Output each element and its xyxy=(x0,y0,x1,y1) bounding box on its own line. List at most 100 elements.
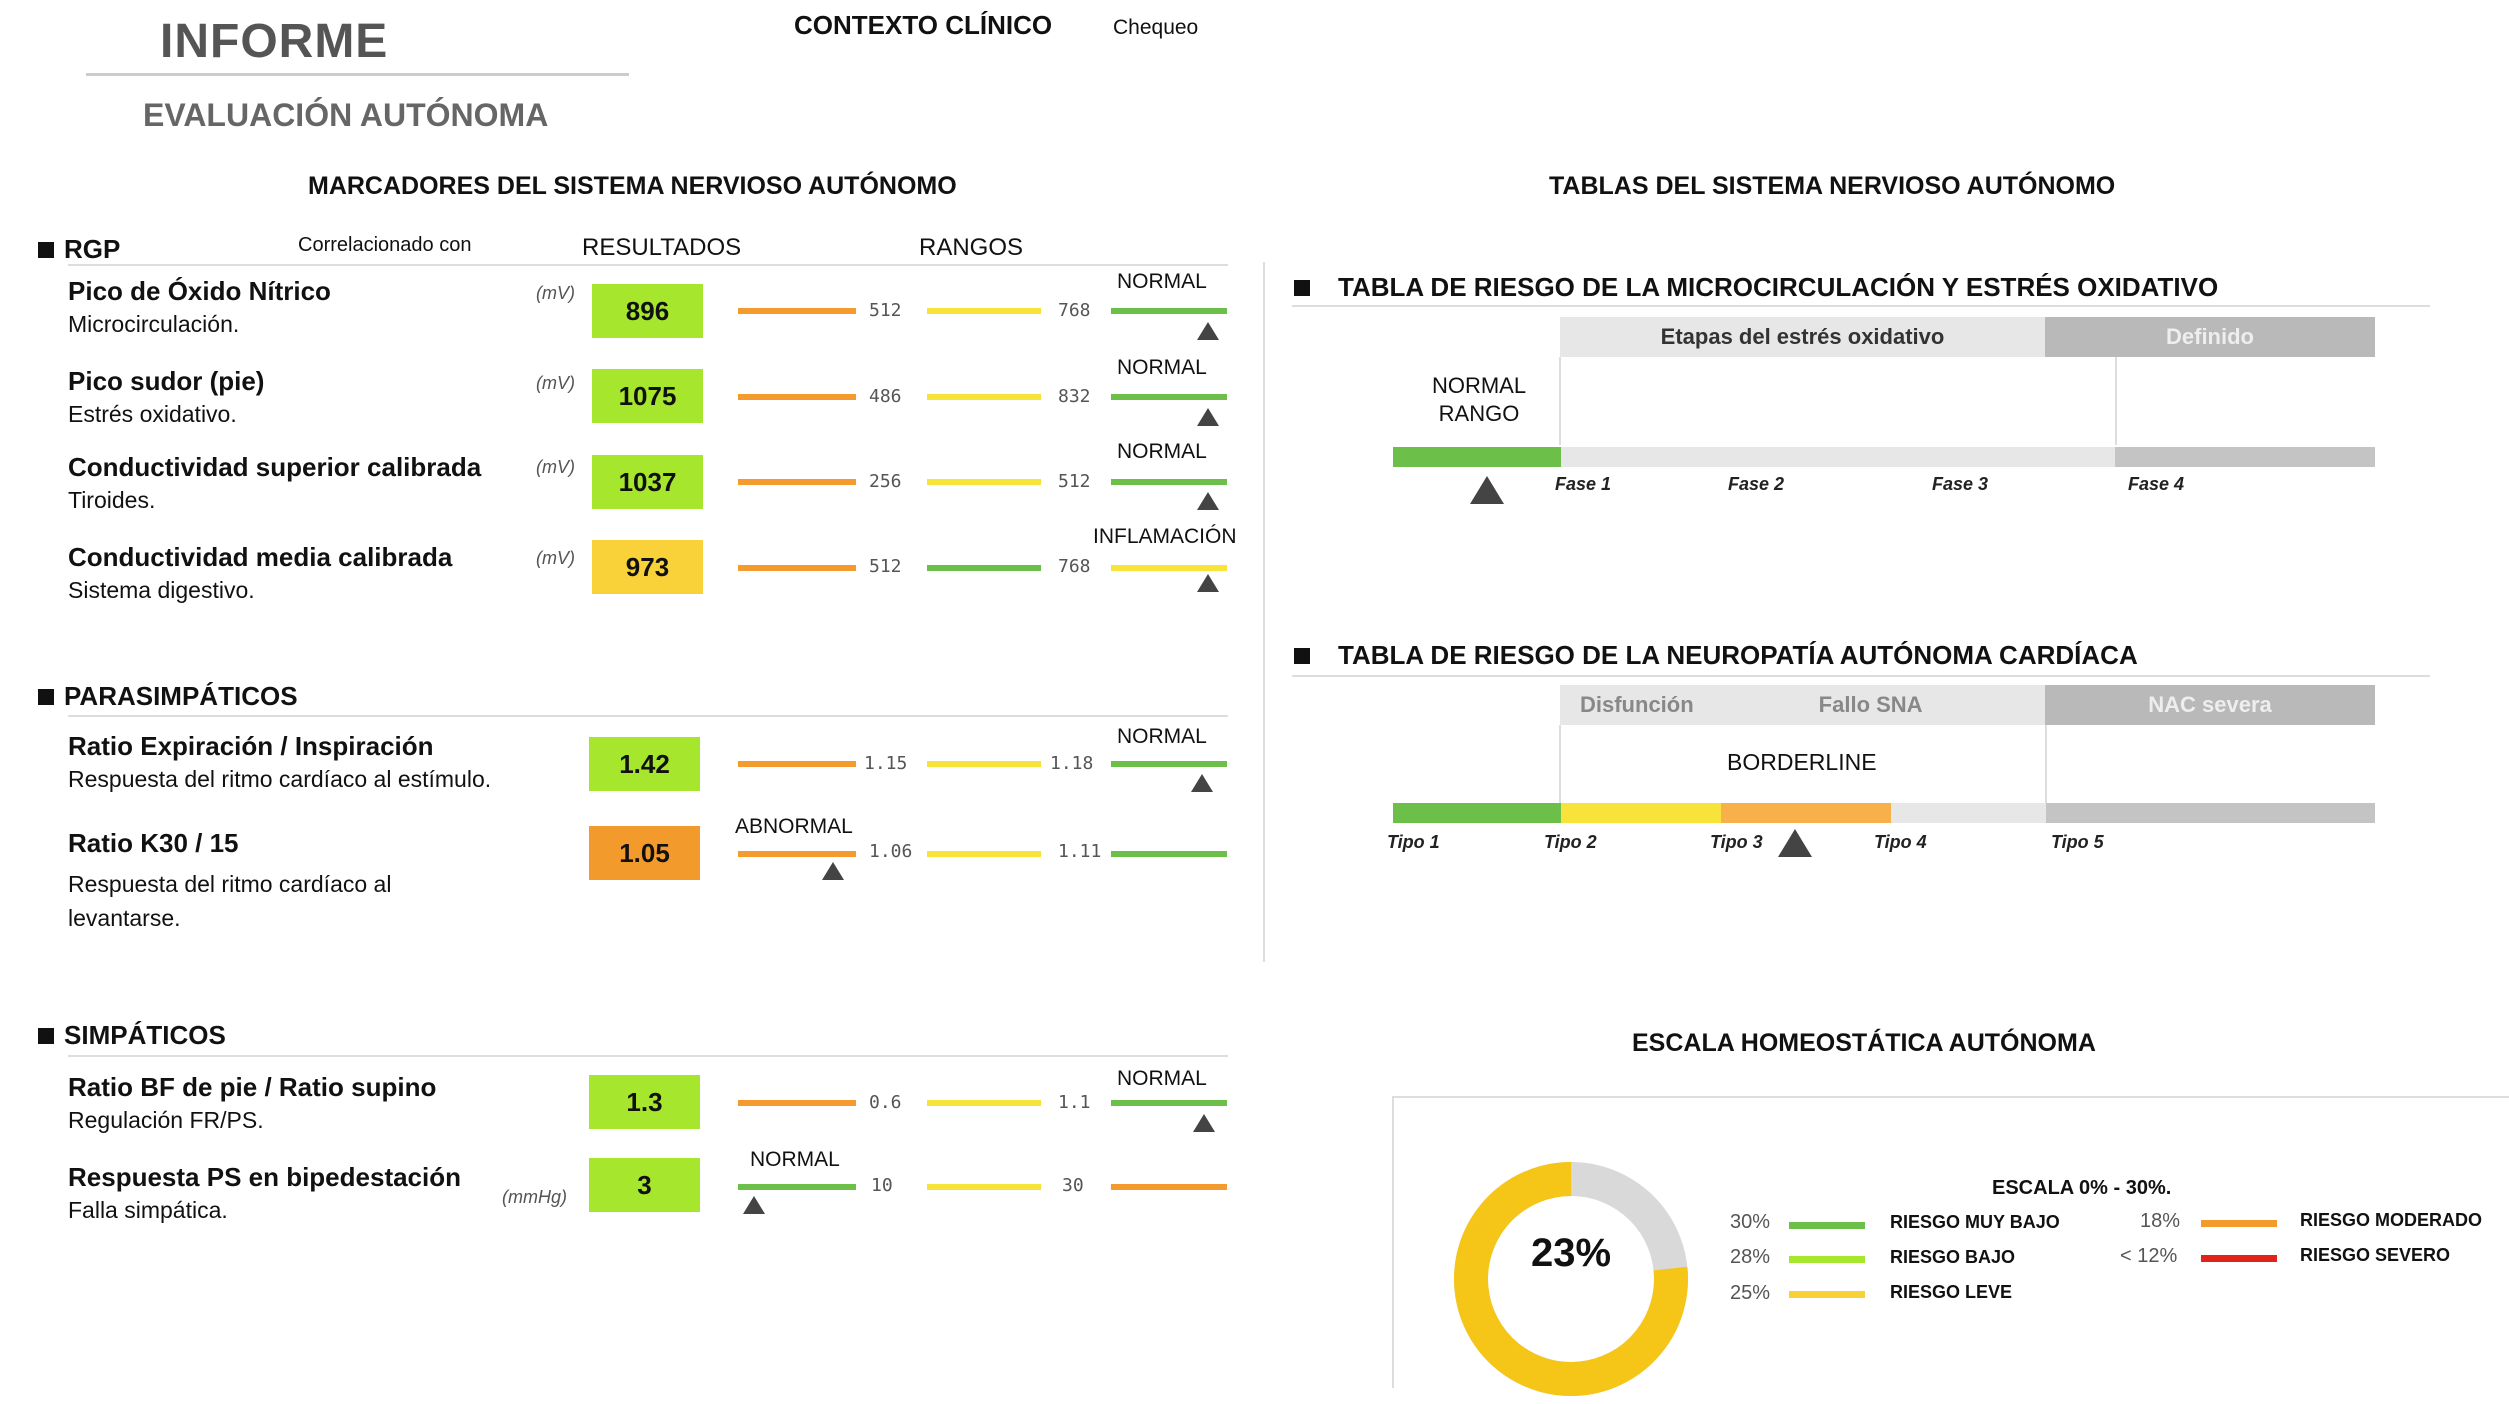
marker-value-box: 3 xyxy=(589,1158,700,1212)
group-rgp-heading: RGP xyxy=(38,234,120,265)
legend-pct: 25% xyxy=(1730,1282,1771,1304)
range-bar-yellow xyxy=(927,761,1041,767)
marker-name: Conductividad media calibrada xyxy=(68,542,453,572)
range-bar-orange xyxy=(738,565,856,571)
marker-value-box: 1075 xyxy=(592,369,703,423)
marker-row: Ratio Expiración / Inspiración Respuesta… xyxy=(68,731,491,796)
stage-label: Fase 2 xyxy=(1728,474,1785,494)
range-bar-green xyxy=(1111,479,1227,485)
marker-description: Estrés oxidativo. xyxy=(68,401,237,427)
range-threshold-low: 256 xyxy=(869,471,902,492)
range-bar-orange xyxy=(738,1100,856,1106)
range-threshold-low: 1.06 xyxy=(869,841,913,862)
range-status-label: NORMAL xyxy=(1117,1067,1207,1090)
range-bar-green xyxy=(1111,308,1227,314)
group-sympathetic-heading: SIMPÁTICOS xyxy=(38,1020,226,1051)
range-threshold-high: 768 xyxy=(1058,556,1091,577)
range-threshold-low: 1.15 xyxy=(864,753,908,774)
marker-row: Respuesta PS en bipedestación Falla simp… xyxy=(68,1162,461,1227)
legend-swatch xyxy=(1789,1291,1865,1298)
clinical-context-label: CONTEXTO CLÍNICO xyxy=(794,10,1053,40)
column-divider xyxy=(1263,262,1265,962)
marker-description: Microcirculación. xyxy=(68,311,240,337)
results-header: RESULTADOS xyxy=(582,234,742,261)
neuro-bar-type1 xyxy=(1393,803,1561,823)
range-threshold-low: 486 xyxy=(869,386,902,407)
range-bar-green xyxy=(1111,1100,1227,1106)
range-status-label: NORMAL xyxy=(1117,725,1207,748)
type-label: Tipo 3 xyxy=(1710,832,1763,852)
square-bullet-icon xyxy=(38,241,54,258)
defined-band: Definido xyxy=(2045,317,2375,357)
clinical-context-value: Chequeo xyxy=(1113,16,1199,39)
micro-table-line xyxy=(1292,305,2430,307)
result-marker-triangle xyxy=(1191,774,1213,792)
legend-label: RIESGO MODERADO xyxy=(2300,1210,2483,1230)
square-bullet-icon xyxy=(1294,647,1310,664)
stage-label: Fase 4 xyxy=(2128,474,2185,494)
square-bullet-icon xyxy=(38,688,54,705)
range-threshold-low: 10 xyxy=(871,1175,893,1196)
legend-label: RIESGO MUY BAJO xyxy=(1890,1212,2060,1232)
range-bar-yellow xyxy=(1111,565,1227,571)
dysfunction-band: Disfunción Fallo SNA xyxy=(1560,685,2045,725)
marker-row: Ratio K30 / 15 Respuesta del ritmo cardí… xyxy=(68,828,391,935)
neuro-bar-type4 xyxy=(1891,803,2046,823)
range-bar-orange xyxy=(738,479,856,485)
microcirculation-table-heading: TABLA DE RIESGO DE LA MICROCIRCULACIÓN Y… xyxy=(1294,272,2218,303)
range-threshold-high: 30 xyxy=(1062,1175,1084,1196)
type-label: Tipo 4 xyxy=(1874,832,1927,852)
marker-name: Ratio Expiración / Inspiración xyxy=(68,731,434,761)
markers-section-title: MARCADORES DEL SISTEMA NERVIOSO AUTÓNOMO xyxy=(308,172,957,200)
table-vertical-line xyxy=(2045,725,2047,803)
range-status-label: NORMAL xyxy=(750,1148,840,1171)
range-bar-green xyxy=(927,565,1041,571)
legend-swatch xyxy=(2201,1220,2277,1227)
neuropathy-result-label: BORDERLINE xyxy=(1727,749,1877,775)
marker-description: Tiroides. xyxy=(68,487,156,513)
marker-name: Ratio BF de pie / Ratio supino xyxy=(68,1072,437,1102)
marker-value-box: 973 xyxy=(592,540,703,594)
title-underline xyxy=(86,73,629,76)
legend-pct: 28% xyxy=(1730,1246,1771,1268)
range-bar-orange xyxy=(738,851,856,857)
marker-row: Conductividad media calibrada Sistema di… xyxy=(68,542,452,607)
legend-swatch xyxy=(1789,1222,1865,1229)
range-threshold-high: 1.18 xyxy=(1050,753,1094,774)
group-parasympathetic-heading: PARASIMPÁTICOS xyxy=(38,681,298,712)
range-status-label: NORMAL xyxy=(1117,440,1207,463)
marker-description: Regulación FR/PS. xyxy=(68,1107,264,1133)
severe-can-band: NAC severa xyxy=(2045,685,2375,725)
result-marker-triangle xyxy=(1197,408,1219,426)
marker-unit: (mmHg) xyxy=(502,1187,567,1207)
range-bar-green xyxy=(1111,851,1227,857)
range-bar-orange xyxy=(738,761,856,767)
stage-label: Fase 1 xyxy=(1555,474,1612,494)
homeostatic-scale-panel xyxy=(1392,1096,2509,1388)
range-bar-orange xyxy=(738,308,856,314)
marker-description: Respuesta del ritmo cardíaco al xyxy=(68,871,392,897)
result-marker-triangle xyxy=(1778,829,1812,857)
normal-range-label: NORMAL RANGO xyxy=(1431,373,1527,426)
tables-section-title: TABLAS DEL SISTEMA NERVIOSO AUTÓNOMO xyxy=(1549,172,2116,200)
range-bar-green xyxy=(1111,761,1227,767)
result-marker-triangle xyxy=(743,1196,765,1214)
range-bar-yellow xyxy=(927,479,1041,485)
marker-value-box: 1.3 xyxy=(589,1075,700,1129)
type-label: Tipo 1 xyxy=(1387,832,1440,852)
group-parasympathetic-line xyxy=(68,715,1228,717)
result-marker-triangle xyxy=(1197,492,1219,510)
legend-swatch xyxy=(1789,1256,1865,1263)
range-status-label: NORMAL xyxy=(1117,356,1207,379)
range-threshold-low: 512 xyxy=(869,300,902,321)
range-status-label: ABNORMAL xyxy=(735,815,853,838)
result-marker-triangle xyxy=(1197,322,1219,340)
marker-name: Conductividad superior calibrada xyxy=(68,452,482,482)
micro-bar-stages xyxy=(1561,447,2115,467)
report-subtitle: EVALUACIÓN AUTÓNOMA xyxy=(143,97,549,133)
marker-row: Pico sudor (pie) Estrés oxidativo. xyxy=(68,366,264,431)
marker-name: Pico de Óxido Nítrico xyxy=(68,276,331,306)
range-threshold-high: 1.11 xyxy=(1058,841,1102,862)
marker-description-cont: levantarse. xyxy=(68,905,181,931)
range-bar-yellow xyxy=(927,308,1041,314)
